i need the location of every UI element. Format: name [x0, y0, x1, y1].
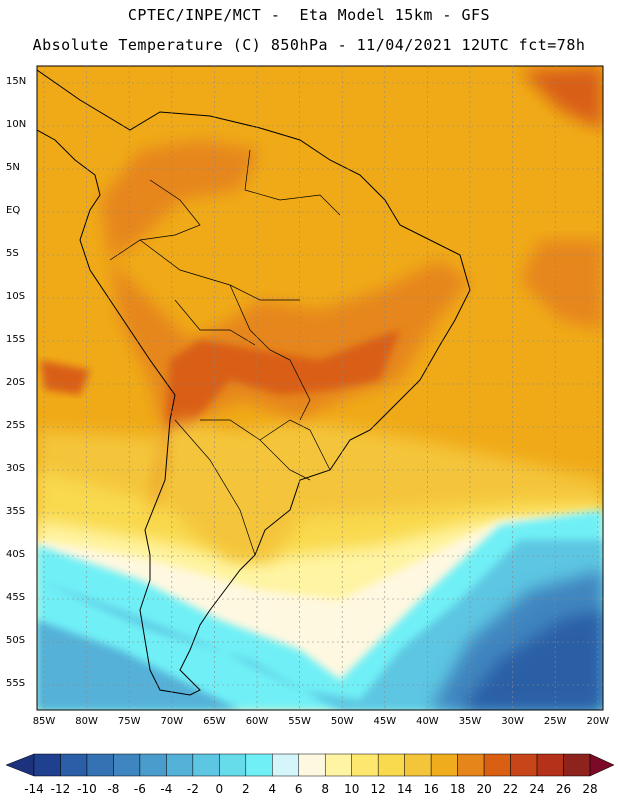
lat-label: 40S: [6, 549, 26, 560]
colorbar-segment: [404, 753, 432, 777]
lat-label: 50S: [6, 635, 26, 646]
colorbar-tick-label: -2: [186, 782, 199, 796]
temperature-field: [37, 66, 603, 710]
colorbar-segment: [377, 753, 405, 777]
lat-label: 20S: [6, 377, 26, 388]
colorbar-under-triangle: [5, 753, 35, 777]
colorbar-segment: [457, 753, 485, 777]
lon-label: 75W: [117, 716, 141, 727]
lon-label: 70W: [160, 716, 184, 727]
colorbar-segment: [245, 753, 273, 777]
colorbar-tick-label: 0: [215, 782, 224, 796]
colorbar-segment: [60, 753, 88, 777]
colorbar-tick-label: -4: [160, 782, 173, 796]
colorbar-over-triangle: [589, 753, 615, 777]
colorbar-segment: [139, 753, 167, 777]
colorbar-tick-label: 10: [344, 782, 360, 796]
lon-label: 35W: [458, 716, 482, 727]
lon-label: 40W: [416, 716, 439, 727]
lon-label: 65W: [203, 716, 226, 727]
lat-label: 5S: [6, 248, 19, 259]
lat-label: 10N: [6, 119, 27, 130]
colorbar-tick-label: 14: [397, 782, 413, 796]
lon-label: 80W: [75, 716, 98, 727]
colorbar-tick-label: -6: [133, 782, 146, 796]
lat-label: 35S: [6, 506, 26, 517]
colorbar-tick-label: -10: [77, 782, 97, 796]
colorbar-segment: [166, 753, 194, 777]
colorbar-segment: [113, 753, 141, 777]
title-line-2: Absolute Temperature (C) 850hPa - 11/04/…: [32, 36, 586, 54]
title-line-1: CPTEC/INPE/MCT - Eta Model 15km - GFS: [127, 6, 491, 24]
colorbar-tick-label: 2: [241, 782, 250, 796]
country-borders: [109, 149, 341, 556]
lon-label: 85W: [32, 716, 56, 727]
colorbar-segment: [324, 753, 352, 777]
colorbar-tick-label: 26: [555, 782, 572, 796]
colorbar-tick-label: 6: [294, 782, 303, 796]
lat-label: 25S: [6, 420, 26, 431]
colorbar-segment: [192, 753, 220, 777]
colorbar-segment: [536, 753, 564, 777]
colorbar-tick-label: 8: [321, 782, 330, 796]
colorbar-segment: [33, 753, 61, 777]
lat-label: EQ: [6, 205, 21, 216]
graticule: [37, 66, 603, 710]
colorbar-segment: [272, 753, 300, 777]
map-frame: [36, 65, 604, 711]
colorbar-tick-label: 22: [502, 782, 519, 796]
colorbar-tick-label: -14: [24, 782, 44, 796]
lon-label: 25W: [543, 716, 567, 727]
colorbar-segment: [510, 753, 538, 777]
colorbar-segment: [86, 753, 114, 777]
lat-label: 10S: [6, 291, 26, 302]
lon-label: 50W: [330, 716, 354, 727]
colorbar-segment: [351, 753, 379, 777]
lat-label: 15N: [6, 76, 27, 87]
colorbar-tick-label: 16: [423, 782, 439, 796]
lon-label: 55W: [288, 716, 311, 727]
colorbar-tick-label: 28: [582, 782, 598, 796]
colorbar-segment: [219, 753, 247, 777]
colorbar-tick-label: 12: [370, 782, 386, 796]
colorbar: [5, 753, 615, 777]
colorbar-tick-label: 24: [529, 782, 545, 796]
lat-label: 45S: [6, 592, 26, 603]
colorbar-tick-label: -12: [50, 782, 71, 796]
colorbar-tick-label: -8: [107, 782, 120, 796]
colorbar-segment: [483, 753, 511, 777]
lat-label: 5N: [6, 162, 20, 173]
colorbar-segment: [298, 753, 326, 777]
lat-label: 55S: [6, 678, 26, 689]
colorbar-tick-label: 18: [449, 782, 466, 796]
colorbar-segment: [563, 753, 591, 777]
lon-label: 20W: [586, 716, 610, 727]
colorbar-tick-label: 4: [268, 782, 277, 796]
lon-label: 30W: [501, 716, 524, 727]
colorbar-segment: [430, 753, 458, 777]
lat-label: 15S: [6, 334, 26, 345]
lon-label: 60W: [245, 716, 269, 727]
coastline: [37, 69, 471, 696]
colorbar-tick-label: 20: [476, 782, 492, 796]
lat-label: 30S: [6, 463, 26, 474]
lon-label: 45W: [373, 716, 397, 727]
